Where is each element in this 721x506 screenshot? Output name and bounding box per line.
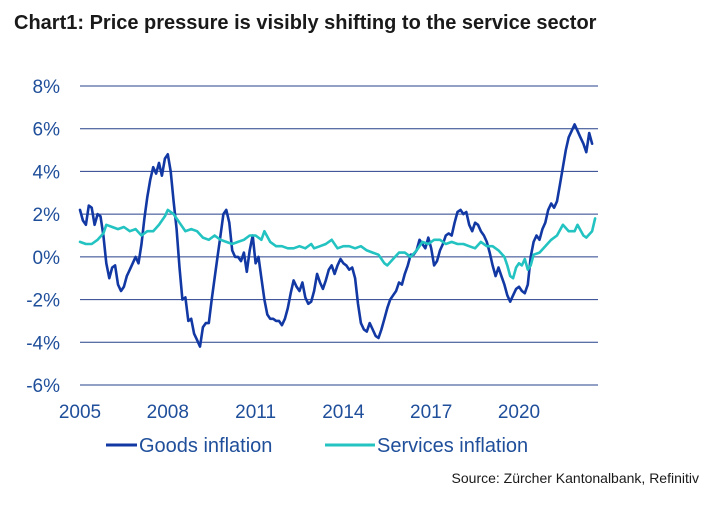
legend-label: Goods inflation xyxy=(139,435,272,457)
y-tick-label: -6% xyxy=(26,376,60,397)
x-tick-label: 2020 xyxy=(498,402,540,423)
x-tick-label: 2011 xyxy=(235,402,276,423)
x-tick-label: 2008 xyxy=(147,402,189,423)
y-tick-label: 8% xyxy=(33,77,61,98)
chart-title: Chart1: Price pressure is visibly shifti… xyxy=(14,12,597,34)
y-tick-label: 4% xyxy=(33,162,61,183)
y-tick-label: -4% xyxy=(26,333,60,354)
y-axis-tick-labels: -6% -4% -2% 0% 2% 4% 6% 8% xyxy=(26,77,60,397)
y-tick-label: -2% xyxy=(26,291,60,312)
y-tick-label: 6% xyxy=(33,120,61,141)
y-tick-label: 0% xyxy=(33,248,61,269)
x-axis-tick-labels: 2005 2008 2011 2014 2017 2020 xyxy=(59,402,540,423)
x-tick-label: 2005 xyxy=(59,402,101,423)
series-lines xyxy=(78,123,597,348)
x-tick-label: 2014 xyxy=(322,402,365,423)
legend-label: Services inflation xyxy=(377,435,528,457)
x-tick-label: 2017 xyxy=(410,402,452,423)
source-note: Source: Zürcher Kantonalbank, Refinitiv xyxy=(451,470,699,486)
series-line-goods xyxy=(78,123,594,348)
series-line-services xyxy=(78,208,597,280)
legend: Goods inflation Services inflation xyxy=(106,435,528,457)
gridlines xyxy=(80,85,598,386)
y-tick-label: 2% xyxy=(33,205,61,226)
